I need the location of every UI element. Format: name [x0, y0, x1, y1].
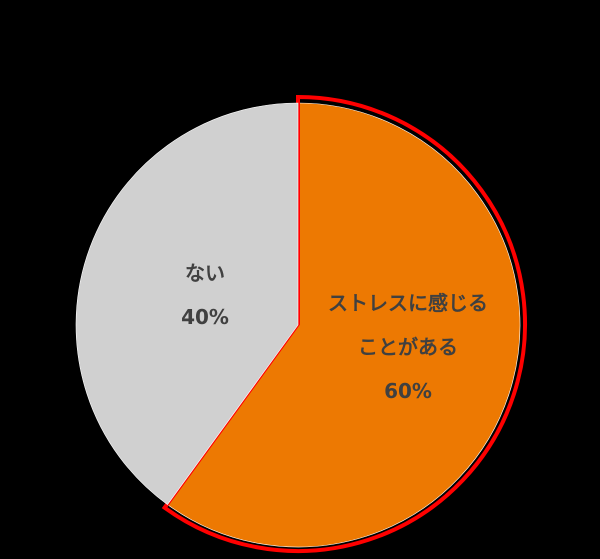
slice-label: ことがある: [358, 335, 458, 359]
slice-label: ない: [185, 261, 225, 285]
slice-label: ストレスに感じる: [328, 291, 488, 315]
highlight-outline: [161, 94, 527, 553]
slice-value-label: 40%: [181, 305, 229, 329]
pie-slice: [75, 102, 299, 506]
slice-value-label: 60%: [384, 379, 432, 403]
pie-slice: [167, 102, 521, 548]
